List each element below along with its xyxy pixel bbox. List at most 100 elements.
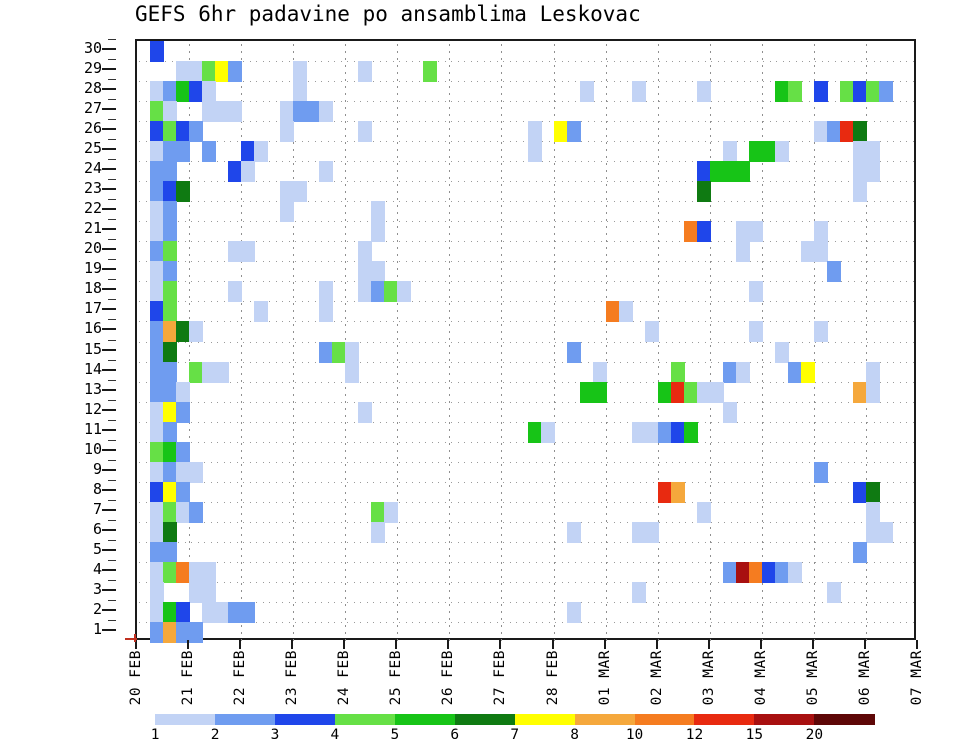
heatmap-cell	[176, 381, 191, 403]
heatmap-cell	[371, 201, 386, 223]
y-axis-tick-label: 20	[83, 239, 102, 258]
y-axis-minor-tick	[108, 600, 116, 601]
heatmap-cell	[189, 501, 204, 523]
heatmap-cell	[644, 521, 659, 543]
heatmap-cell	[215, 101, 230, 123]
y-axis-tick-label: 18	[83, 279, 102, 298]
heatmap-cell	[774, 561, 789, 583]
y-axis-tick	[102, 609, 116, 611]
heatmap-cell	[527, 421, 542, 443]
heatmap-cell	[748, 221, 763, 243]
heatmap-cell	[709, 161, 724, 183]
heatmap-cell	[150, 561, 165, 583]
heatmap-cell	[384, 281, 399, 303]
heatmap-cell	[852, 161, 867, 183]
heatmap-cell	[787, 561, 802, 583]
heatmap-cell	[722, 401, 737, 423]
y-axis-tick	[102, 108, 116, 110]
y-axis-tick-label: 4	[92, 559, 102, 578]
heatmap-cell	[735, 241, 750, 263]
y-axis-tick	[102, 48, 116, 50]
heatmap-cell	[553, 121, 568, 143]
heatmap-cell	[202, 141, 217, 163]
heatmap-cell	[319, 341, 334, 363]
heatmap-cell	[202, 561, 217, 583]
y-axis: 1 2 3 4 5 6 7 8 9 10 11 12 13 14 15 16 17 18 19 20 21 22 23 24 2…	[0, 39, 135, 640]
heatmap-cell	[384, 501, 399, 523]
heatmap-cell	[163, 301, 178, 323]
heatmap-cell	[241, 141, 256, 163]
heatmap-cell	[176, 561, 191, 583]
y-axis-minor-tick	[108, 259, 116, 260]
heatmap-cell	[293, 61, 308, 83]
heatmap-cell	[696, 221, 711, 243]
heatmap-cell	[774, 341, 789, 363]
y-axis-minor-tick	[108, 500, 116, 501]
heatmap-cell	[293, 81, 308, 103]
y-axis-tick	[102, 569, 116, 571]
heatmap-cell	[865, 141, 880, 163]
heatmap-plot-area[interactable]	[135, 39, 916, 643]
heatmap-cell	[566, 341, 581, 363]
heatmap-cell	[176, 441, 191, 463]
heatmap-cell	[163, 441, 178, 463]
heatmap-cell	[189, 581, 204, 603]
y-axis-tick-label: 11	[83, 419, 102, 438]
y-axis-tick-label: 24	[83, 159, 102, 178]
heatmap-cell	[371, 501, 386, 523]
heatmap-cell	[228, 281, 243, 303]
heatmap-cell	[163, 481, 178, 503]
y-axis-tick	[102, 88, 116, 90]
heatmap-cell	[280, 181, 295, 203]
heatmap-cell	[722, 141, 737, 163]
heatmap-cell	[670, 361, 685, 383]
y-axis-tick-label: 25	[83, 139, 102, 158]
heatmap-cell	[865, 361, 880, 383]
heatmap-cell	[371, 521, 386, 543]
heatmap-cell	[735, 221, 750, 243]
y-axis-minor-tick	[108, 340, 116, 341]
heatmap-cell	[423, 61, 438, 83]
heatmap-cell	[371, 281, 386, 303]
heatmap-cell	[813, 461, 828, 483]
heatmap-cell	[813, 121, 828, 143]
heatmap-cell	[163, 261, 178, 283]
heatmap-cell	[241, 241, 256, 263]
y-axis-tick	[102, 168, 116, 170]
y-axis-minor-tick	[108, 239, 116, 240]
y-axis-minor-tick	[108, 279, 116, 280]
heatmap-cell	[683, 381, 698, 403]
heatmap-cell	[527, 141, 542, 163]
heatmap-cell	[631, 421, 646, 443]
heatmap-cell	[150, 421, 165, 443]
y-axis-tick-label: 2	[92, 599, 102, 618]
heatmap-cell	[319, 281, 334, 303]
heatmap-cell	[163, 81, 178, 103]
y-axis-tick-label: 5	[92, 539, 102, 558]
heatmap-cell	[813, 81, 828, 103]
heatmap-cell	[202, 361, 217, 383]
y-axis-tick-label: 1	[92, 619, 102, 638]
heatmap-cell	[657, 381, 672, 403]
heatmap-cell	[696, 81, 711, 103]
y-axis-tick	[102, 469, 116, 471]
y-axis-tick	[102, 68, 116, 70]
y-axis-tick-label: 23	[83, 179, 102, 198]
y-axis-tick-label: 13	[83, 379, 102, 398]
heatmap-cell	[670, 481, 685, 503]
heatmap-cell	[852, 121, 867, 143]
heatmap-cell	[358, 281, 373, 303]
heatmap-cell	[150, 441, 165, 463]
heatmap-cell	[150, 201, 165, 223]
y-axis-minor-tick	[108, 79, 116, 80]
heatmap-cell	[150, 181, 165, 203]
heatmap-cell	[150, 461, 165, 483]
y-axis-tick	[102, 248, 116, 250]
heatmap-cell	[280, 201, 295, 223]
heatmap-cell	[202, 581, 217, 603]
heatmap-cell	[163, 361, 178, 383]
heatmap-cell	[839, 121, 854, 143]
heatmap-cell	[579, 381, 594, 403]
heatmap-cell	[189, 81, 204, 103]
heatmap-cell	[163, 201, 178, 223]
